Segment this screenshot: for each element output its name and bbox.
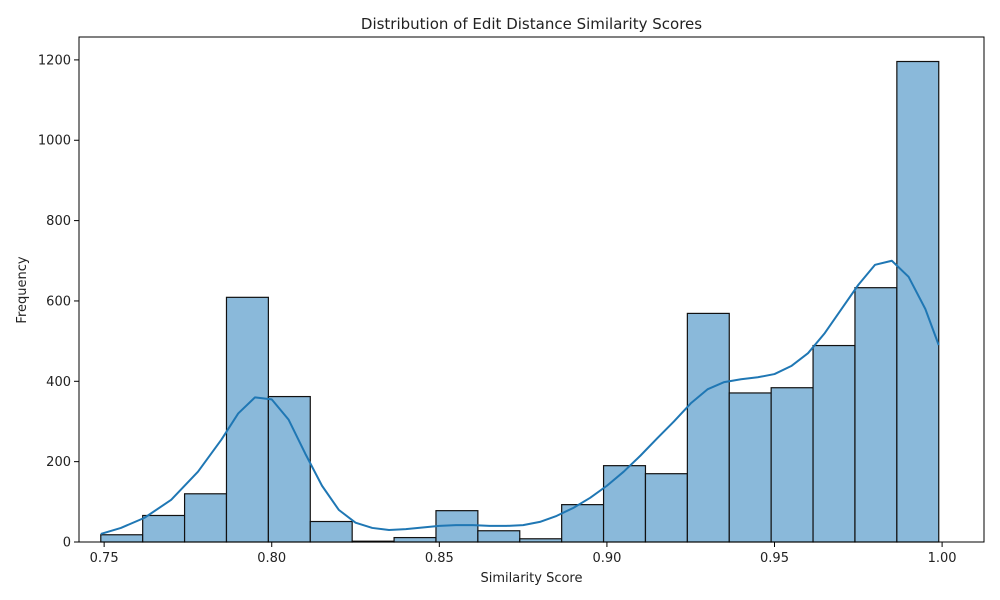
x-tick-label: 0.85 — [425, 551, 454, 566]
histogram-bar-4 — [225, 296, 269, 543]
histogram-bar-20 — [896, 60, 940, 543]
histogram-bar-18 — [812, 344, 856, 543]
histogram-bar-6 — [309, 520, 353, 543]
y-tick-label: 600 — [46, 294, 71, 309]
y-tick-label: 400 — [46, 375, 71, 390]
x-tick-label: 0.90 — [592, 551, 621, 566]
x-tick-label: 1.00 — [928, 551, 957, 566]
histogram-bar-10 — [477, 530, 521, 543]
y-tick-label: 1000 — [38, 134, 71, 149]
y-tick-label: 1200 — [38, 53, 71, 68]
histogram-bar-15 — [686, 312, 730, 543]
histogram-bar-13 — [602, 465, 647, 543]
x-axis-title: Similarity Score — [480, 571, 582, 586]
y-tick-label: 200 — [46, 455, 71, 470]
kde-line — [100, 259, 940, 535]
histogram-bar-1 — [100, 534, 144, 543]
histogram-bar-2 — [142, 514, 186, 543]
histogram-bar-14 — [644, 473, 688, 543]
histogram-bar-19 — [854, 287, 898, 543]
x-tick-label: 0.75 — [90, 551, 119, 566]
x-tick-label: 0.80 — [257, 551, 286, 566]
histogram-bar-17 — [770, 387, 814, 543]
plot-area: 0.75 0.80 0.85 0.90 0.95 1.00 0 200 400 600 800 100… — [38, 36, 985, 566]
y-tick-label: 0 — [63, 536, 71, 551]
axes-frame — [78, 36, 985, 543]
y-tick-label: 800 — [46, 214, 71, 229]
histogram-bar-3 — [183, 493, 228, 543]
chart-title: Distribution of Edit Distance Similarity… — [361, 15, 702, 33]
y-axis-title: Frequency — [15, 256, 30, 323]
x-tick-label: 0.95 — [760, 551, 789, 566]
histogram-bar-8 — [393, 536, 437, 543]
histogram-bar-5 — [267, 395, 311, 543]
histogram-bar-16 — [728, 392, 772, 543]
